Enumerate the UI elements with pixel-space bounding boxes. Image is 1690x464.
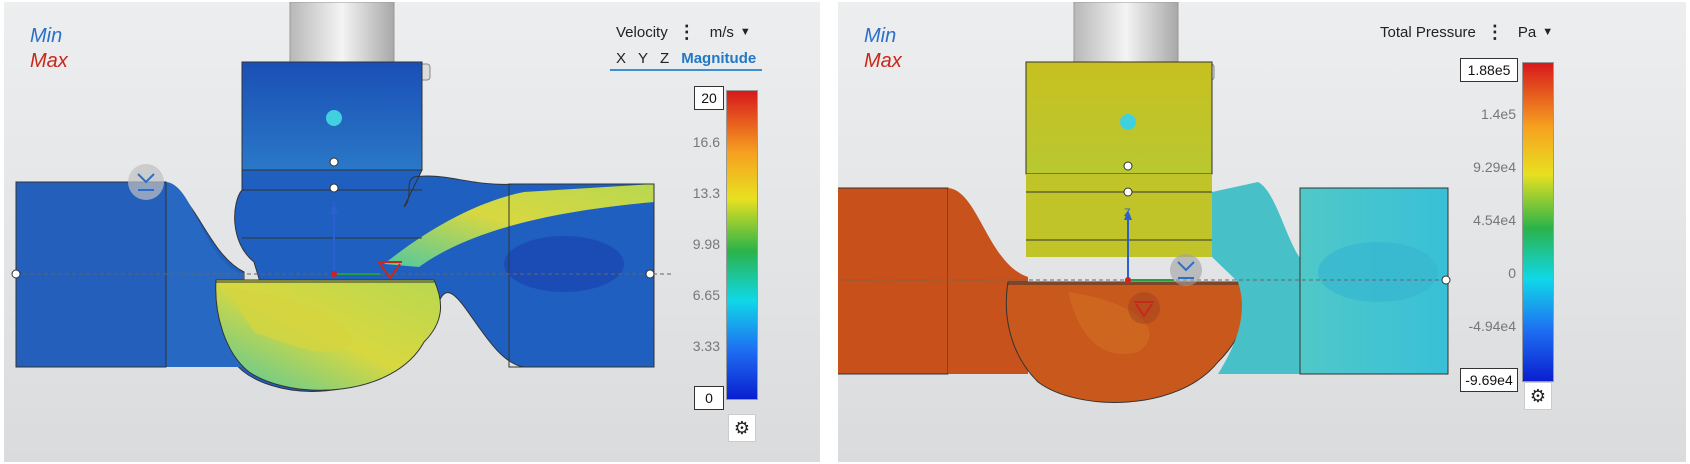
max-label: Max xyxy=(864,50,902,72)
legend-tick: 9.98 xyxy=(692,236,720,252)
section-marker-1[interactable] xyxy=(1123,161,1133,171)
legend-tick: 13.3 xyxy=(692,185,720,201)
outlet-jet xyxy=(384,184,654,267)
velocity-flow-scene: Z xyxy=(11,2,674,392)
legend-max-value[interactable]: 20 xyxy=(694,86,724,110)
inlet-transition xyxy=(948,188,1028,374)
min-label: Min xyxy=(864,25,897,47)
section-marker-1[interactable] xyxy=(329,157,339,167)
upper-chamber xyxy=(1025,61,1213,175)
valve-stem xyxy=(1073,2,1179,65)
outlet-port-marker[interactable] xyxy=(1441,275,1451,285)
velocity-color-legend: 20 16.6 13.3 9.98 6.65 3.33 0 ⚙ xyxy=(692,86,764,446)
legend-tick: 6.65 xyxy=(692,287,720,303)
tab-x[interactable]: X xyxy=(616,50,627,67)
pressure-viewport[interactable]: Z Min Max Total Pressure ⋮ Pa ▼ 1.88e5 1… xyxy=(838,2,1686,462)
probe-point xyxy=(1120,114,1136,130)
section-marker-2[interactable] xyxy=(1123,187,1133,197)
min-max-legend: Min Max xyxy=(30,24,68,74)
legend-tick: 1.4e5 xyxy=(1480,106,1516,122)
pressure-color-legend: 1.88e5 1.4e5 9.29e4 4.54e4 0 -4.94e4 -9.… xyxy=(1460,58,1560,458)
legend-color-bar xyxy=(726,90,758,400)
legend-min-value[interactable]: 0 xyxy=(694,386,724,410)
probe-point xyxy=(326,110,342,126)
legend-tick: 16.6 xyxy=(692,134,720,150)
unit-value[interactable]: m/s xyxy=(709,23,734,41)
min-max-legend: Min Max xyxy=(864,24,902,74)
max-label: Max xyxy=(30,50,68,72)
valve-stem xyxy=(289,2,395,65)
tab-magnitude[interactable]: Magnitude xyxy=(681,50,757,67)
upper-chamber-lower xyxy=(1026,174,1212,257)
legend-settings-gear-icon[interactable]: ⚙ xyxy=(1524,382,1552,410)
outlet-port-marker[interactable] xyxy=(645,269,655,279)
min-location-icon xyxy=(137,173,155,191)
min-label: Min xyxy=(30,25,63,47)
legend-min-value[interactable]: -9.69e4 xyxy=(1460,368,1518,392)
max-location-marker[interactable] xyxy=(1128,292,1160,324)
legend-max-value[interactable]: 1.88e5 xyxy=(1460,58,1518,82)
result-quantity-selector: Total Pressure ⋮ Pa ▼ xyxy=(1380,20,1553,44)
legend-tick: 9.29e4 xyxy=(1473,159,1516,175)
z-axis-label: Z xyxy=(1124,207,1131,219)
quantity-name: Velocity xyxy=(616,23,668,41)
quantity-menu-icon[interactable]: ⋮ xyxy=(677,21,696,42)
tab-y[interactable]: Y xyxy=(638,50,649,67)
z-axis-label: Z xyxy=(330,201,337,213)
component-tabs: X Y Z Magnitude xyxy=(610,50,763,71)
inlet-pipe xyxy=(838,187,949,375)
tab-z[interactable]: Z xyxy=(660,50,670,67)
legend-color-bar xyxy=(1522,62,1554,382)
inlet-port-marker[interactable] xyxy=(11,269,21,279)
velocity-viewport[interactable]: Z Min Max Velocity ⋮ m/s ▼ X Y Z Magnitu… xyxy=(4,2,820,462)
unit-value[interactable]: Pa xyxy=(1517,23,1537,41)
pressure-flow-scene: Z xyxy=(838,2,1451,403)
legend-settings-gear-icon[interactable]: ⚙ xyxy=(728,414,756,442)
unit-dropdown-icon[interactable]: ▼ xyxy=(739,26,751,38)
outlet-transition xyxy=(1212,182,1308,374)
section-marker-2[interactable] xyxy=(329,183,339,193)
min-location-icon xyxy=(1177,261,1195,279)
unit-dropdown-icon[interactable]: ▼ xyxy=(1542,26,1554,38)
quantity-menu-icon[interactable]: ⋮ xyxy=(1485,21,1504,42)
max-location-icon xyxy=(1134,301,1154,318)
legend-tick: -4.94e4 xyxy=(1468,318,1516,334)
legend-tick: 0 xyxy=(1508,265,1516,281)
legend-tick: 4.54e4 xyxy=(1473,212,1516,228)
quantity-name: Total Pressure xyxy=(1380,23,1476,41)
max-location-icon xyxy=(378,261,402,280)
result-quantity-selector: Velocity ⋮ m/s ▼ xyxy=(616,20,751,44)
legend-tick: 3.33 xyxy=(692,338,720,354)
